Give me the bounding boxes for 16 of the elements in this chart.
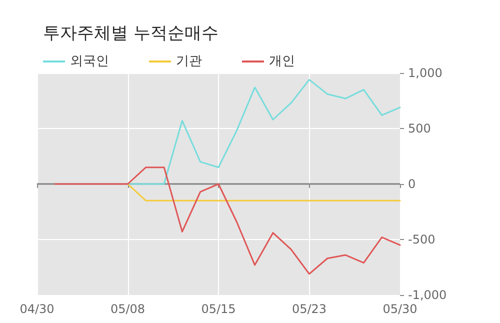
x-tick-label: 04/30 bbox=[20, 302, 54, 316]
chart-title: 투자주체별 누적순매수 bbox=[43, 24, 218, 44]
y-tick-label: -500 bbox=[408, 232, 436, 246]
legend-label: 개인 bbox=[269, 54, 295, 69]
line-series bbox=[127, 78, 401, 185]
line-series bbox=[54, 166, 401, 275]
x-tick-label: 05/15 bbox=[201, 302, 236, 316]
y-tick-label: 1,000 bbox=[408, 66, 442, 80]
legend-label: 기관 bbox=[176, 54, 202, 69]
x-tick-label: 05/23 bbox=[292, 302, 327, 316]
y-tick-label: 500 bbox=[408, 122, 431, 136]
y-tick-label: -1,000 bbox=[408, 288, 447, 302]
y-tick-label: 0 bbox=[408, 177, 416, 191]
x-tick-label: 05/30 bbox=[382, 302, 418, 316]
legend-label: 외국인 bbox=[70, 54, 109, 69]
x-tick-label: 05/08 bbox=[110, 302, 146, 316]
